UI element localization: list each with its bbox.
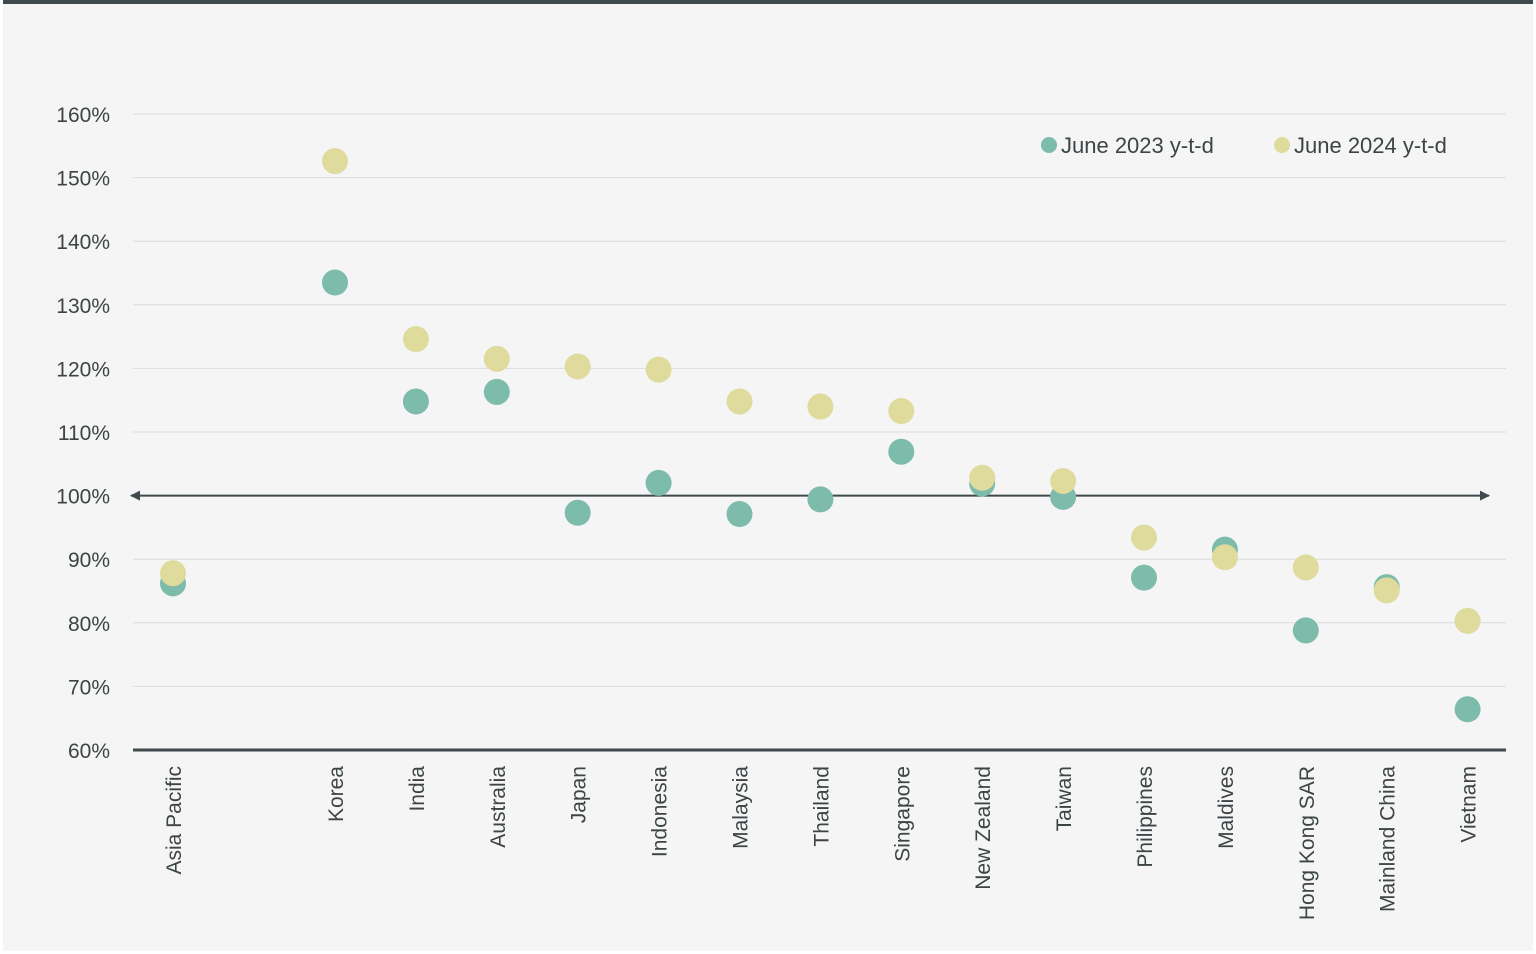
x-tick-label: Taiwan xyxy=(1053,766,1076,831)
point-june-2024 xyxy=(402,326,429,353)
y-axis-ticks: 60% 70% 80% 90% 100% 110% 120% 130% 140% 150% 160% xyxy=(56,104,110,763)
y-tick-label: 160% xyxy=(56,104,110,127)
x-tick-label: Indonesia xyxy=(649,766,672,857)
legend-marker xyxy=(1041,137,1057,153)
x-tick-label: Japan xyxy=(568,766,591,823)
x-tick-label: Korea xyxy=(325,766,348,822)
point-june-2024 xyxy=(1373,577,1400,604)
legend-label: June 2023 y-t-d xyxy=(1061,133,1214,158)
point-june-2024 xyxy=(1211,544,1238,571)
point-june-2024 xyxy=(1131,524,1157,551)
y-tick-label: 110% xyxy=(58,422,110,445)
point-june-2024 xyxy=(564,353,591,380)
point-june-2024 xyxy=(483,345,510,372)
point-june-2023 xyxy=(564,499,591,526)
x-tick-label: Malaysia xyxy=(730,766,753,849)
point-june-2024 xyxy=(1050,467,1077,494)
y-tick-label: 90% xyxy=(68,549,110,572)
x-tick-label: Mainland China xyxy=(1377,766,1400,912)
point-june-2023 xyxy=(888,438,915,465)
point-june-2024 xyxy=(322,148,348,175)
x-tick-label: Asia Pacific xyxy=(163,766,186,875)
legend-marker xyxy=(1274,137,1290,153)
point-june-2024 xyxy=(1454,607,1481,634)
x-tick-label: Vietnam xyxy=(1458,766,1481,843)
point-june-2023 xyxy=(807,486,834,513)
legend-label: June 2024 y-t-d xyxy=(1294,133,1447,158)
point-june-2023 xyxy=(726,501,753,528)
point-june-2023 xyxy=(645,469,672,496)
x-tick-label: Australia xyxy=(487,766,510,848)
point-june-2024 xyxy=(888,398,915,425)
y-tick-label: 140% xyxy=(56,231,110,254)
y-tick-label: 130% xyxy=(56,295,110,318)
x-tick-label: Thailand xyxy=(810,766,833,847)
y-tick-label: 120% xyxy=(56,358,110,381)
x-tick-label: New Zealand xyxy=(972,766,995,890)
x-tick-label: India xyxy=(406,766,429,812)
x-axis-tick-labels: Asia Pacific Korea India Australia Japan Indo… xyxy=(163,766,1481,920)
point-june-2023 xyxy=(1292,617,1319,644)
x-tick-label: Maldives xyxy=(1215,766,1238,849)
point-june-2024 xyxy=(969,464,996,491)
x-tick-label: Singapore xyxy=(891,766,914,862)
point-june-2024 xyxy=(807,393,834,420)
point-june-2023 xyxy=(322,269,348,296)
point-june-2024 xyxy=(645,356,672,383)
y-tick-label: 100% xyxy=(56,486,110,509)
y-tick-label: 80% xyxy=(68,613,110,636)
chart-frame xyxy=(3,0,1533,951)
point-june-2024 xyxy=(726,388,753,415)
y-tick-label: 70% xyxy=(68,676,110,699)
y-tick-label: 150% xyxy=(56,168,110,191)
legend: June 2023 y-t-d June 2024 y-t-d xyxy=(1041,133,1447,158)
point-june-2023 xyxy=(1131,564,1157,591)
x-tick-label: Hong Kong SAR xyxy=(1296,766,1319,920)
point-june-2023 xyxy=(1454,696,1481,723)
data-points xyxy=(160,148,1481,723)
point-june-2023 xyxy=(402,388,429,415)
gridlines xyxy=(133,113,1506,687)
point-june-2023 xyxy=(483,378,510,405)
point-june-2024 xyxy=(1292,554,1319,581)
y-tick-label: 60% xyxy=(68,740,110,763)
point-june-2024 xyxy=(160,560,186,587)
x-tick-label: Philippines xyxy=(1134,766,1157,868)
